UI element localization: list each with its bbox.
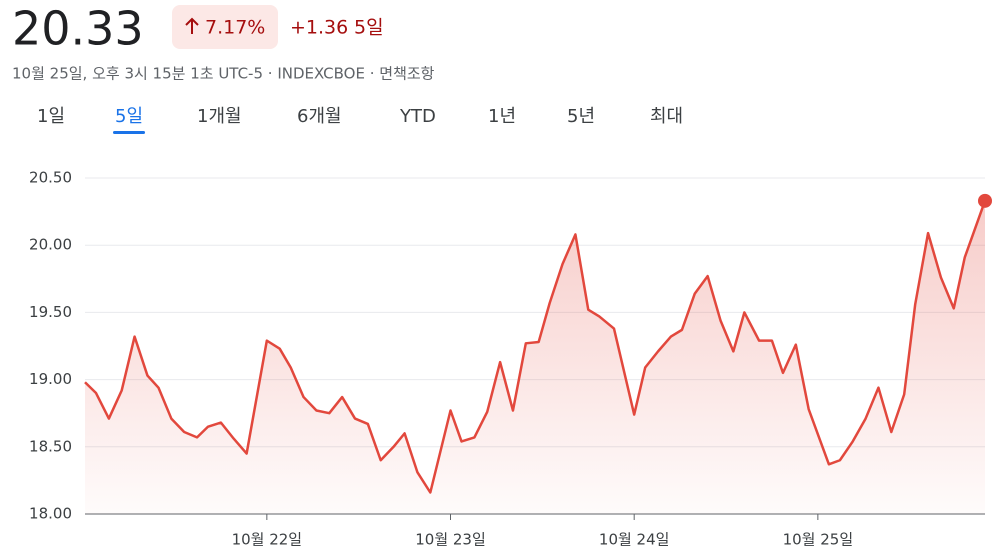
y-tick-label: 20.50 [29, 169, 72, 187]
price-line [84, 200, 987, 494]
x-tick-label: 10월 24일 [599, 531, 670, 549]
price: 20.33 [12, 2, 144, 56]
y-tick-label: 19.50 [29, 303, 72, 321]
area-fill [85, 200, 985, 514]
x-tick-label: 10월 25일 [783, 531, 854, 549]
up-arrow-icon [185, 17, 199, 34]
y-tick-label: 18.00 [29, 505, 72, 523]
period-tab[interactable]: 최대 [650, 106, 683, 127]
period-tab[interactable]: 5일 [115, 106, 143, 127]
last-point [978, 193, 992, 208]
y-tick-label: 18.50 [29, 437, 72, 455]
x-tick-label: 10월 23일 [415, 531, 486, 549]
y-tick-label: 19.00 [29, 370, 72, 388]
period-tab[interactable]: 6개월 [297, 106, 342, 127]
y-tick-label: 20.00 [29, 236, 72, 254]
change-abs: +1.36 [290, 17, 348, 39]
change-badge [172, 5, 278, 49]
period-tab[interactable]: YTD [399, 106, 436, 127]
x-tick-label: 10월 22일 [232, 531, 303, 549]
change-period: 5일 [354, 17, 384, 39]
period-tab[interactable]: 1개월 [197, 106, 242, 127]
period-tab[interactable]: 1일 [37, 106, 65, 127]
period-tab[interactable]: 5년 [567, 106, 595, 127]
period-tab[interactable]: 1년 [488, 106, 516, 127]
active-tab-underline [113, 131, 146, 134]
subtitle: 10월 25일, 오후 3시 15분 1초 UTC-5 · INDEXCBOE … [12, 65, 435, 83]
change-percent: 7.17% [205, 17, 265, 39]
